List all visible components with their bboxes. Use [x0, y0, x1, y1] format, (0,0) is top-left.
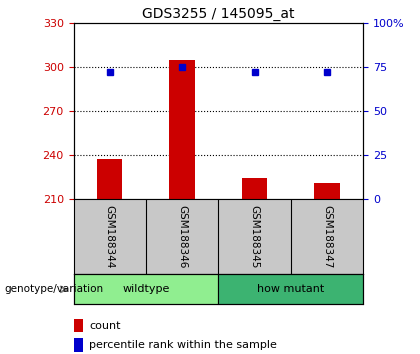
Bar — [315, 183, 340, 199]
Text: wildtype: wildtype — [122, 284, 170, 295]
Bar — [97, 159, 122, 199]
Text: GSM188345: GSM188345 — [249, 205, 260, 268]
Text: percentile rank within the sample: percentile rank within the sample — [89, 340, 277, 350]
Bar — [242, 178, 267, 199]
Bar — [170, 60, 195, 199]
Text: count: count — [89, 321, 121, 331]
Title: GDS3255 / 145095_at: GDS3255 / 145095_at — [142, 7, 295, 21]
Text: GSM188344: GSM188344 — [105, 205, 115, 268]
Bar — [74, 274, 218, 304]
Text: how mutant: how mutant — [257, 284, 325, 295]
Text: GSM188346: GSM188346 — [177, 205, 187, 268]
Bar — [218, 274, 363, 304]
Text: genotype/variation: genotype/variation — [4, 284, 103, 295]
Text: GSM188347: GSM188347 — [322, 205, 332, 268]
